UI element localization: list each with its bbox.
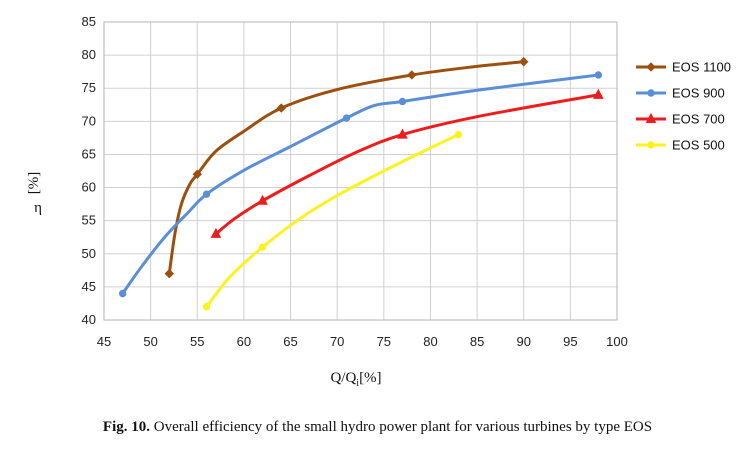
series-eos-900 — [118, 71, 603, 298]
x-axis-title: Q/Qi[%] — [330, 370, 381, 389]
x-tick-label: 70 — [330, 334, 344, 349]
figure-caption: Fig. 10. Overall efficiency of the small… — [0, 419, 755, 436]
plot-border — [103, 21, 618, 321]
data-point-eos-500 — [202, 303, 211, 311]
data-point-eos-900 — [202, 190, 211, 198]
legend-marker-eos-700 — [645, 112, 657, 123]
legend-label-eos-700: EOS 700 — [672, 112, 725, 127]
data-point-eos-1100 — [192, 169, 202, 180]
legend-marker-eos-1100 — [646, 62, 656, 72]
legend-label-eos-500: EOS 500 — [672, 138, 725, 153]
series-eos-700 — [210, 88, 604, 238]
legend-item-eos-500: EOS 500 — [636, 138, 725, 153]
grid — [103, 21, 618, 321]
x-tick-label: 95 — [563, 334, 577, 349]
legend-item-eos-700: EOS 700 — [636, 112, 725, 127]
legend-label-eos-900: EOS 900 — [672, 86, 725, 101]
data-point-eos-700 — [593, 88, 604, 99]
data-point-eos-1100 — [407, 70, 417, 80]
data-point-eos-700 — [257, 194, 268, 205]
figure-label: Fig. 10. — [102, 419, 150, 435]
x-tick-label: 80 — [423, 334, 437, 349]
series-line-eos-900 — [121, 73, 600, 296]
y-tick-label: 80 — [82, 47, 96, 62]
x-tick-label: 50 — [143, 334, 157, 349]
series-group — [118, 57, 604, 311]
legend-marker-eos-900 — [647, 89, 655, 97]
y-axis-title: [%] — [26, 172, 42, 195]
series-line-eos-700 — [214, 93, 600, 236]
legend: EOS 1100 EOS 900 EOS 700 EOS 500 — [636, 60, 731, 153]
y-tick-label: 45 — [82, 279, 96, 294]
y-tick-label: 65 — [82, 146, 96, 161]
data-point-eos-1100 — [164, 268, 174, 279]
y-tick-label: 55 — [82, 213, 96, 228]
y-axis-ticks: 40 45 50 55 60 65 70 75 80 85 — [82, 14, 96, 327]
x-tick-label: 45 — [97, 334, 111, 349]
x-tick-label: 75 — [377, 334, 391, 349]
data-point-eos-1100 — [276, 103, 286, 113]
series-eos-500 — [202, 130, 463, 311]
figure-caption-text: Overall efficiency of the small hydro po… — [150, 419, 653, 435]
y-tick-label: 70 — [82, 113, 96, 128]
data-point-eos-500 — [258, 243, 267, 251]
y-tick-label: 75 — [82, 80, 96, 95]
y-tick-label: 40 — [82, 312, 96, 327]
data-point-eos-900 — [342, 114, 351, 122]
data-point-eos-900 — [118, 289, 127, 298]
data-point-eos-900 — [594, 71, 603, 79]
legend-item-eos-1100: EOS 1100 — [636, 60, 731, 75]
data-point-eos-1100 — [519, 57, 529, 67]
x-tick-label: 65 — [283, 334, 297, 349]
x-tick-label: 90 — [516, 334, 530, 349]
y-tick-label: 85 — [82, 14, 96, 29]
y-tick-label: 60 — [82, 180, 96, 195]
plot-area — [103, 21, 618, 321]
x-tick-label: 85 — [470, 334, 484, 349]
series-line-eos-500 — [205, 133, 460, 309]
data-point-eos-700 — [210, 227, 222, 238]
x-tick-label: 60 — [237, 334, 251, 349]
legend-marker-eos-500 — [647, 141, 655, 149]
data-point-eos-700 — [397, 128, 408, 139]
data-point-eos-500 — [454, 130, 463, 139]
y-axis-symbol: η — [34, 200, 42, 216]
series-eos-1100 — [164, 57, 529, 279]
legend-item-eos-900: EOS 900 — [636, 86, 725, 101]
legend-label-eos-1100: EOS 1100 — [672, 60, 731, 75]
data-point-eos-900 — [398, 97, 407, 106]
x-axis-ticks: 45 50 55 60 65 70 75 80 85 90 95 100 — [97, 334, 628, 349]
x-tick-label: 55 — [190, 334, 204, 349]
series-line-eos-1100 — [167, 60, 526, 276]
x-tick-label: 100 — [606, 334, 628, 349]
y-axis-unit: [%] — [26, 172, 42, 195]
y-tick-label: 50 — [82, 246, 96, 261]
